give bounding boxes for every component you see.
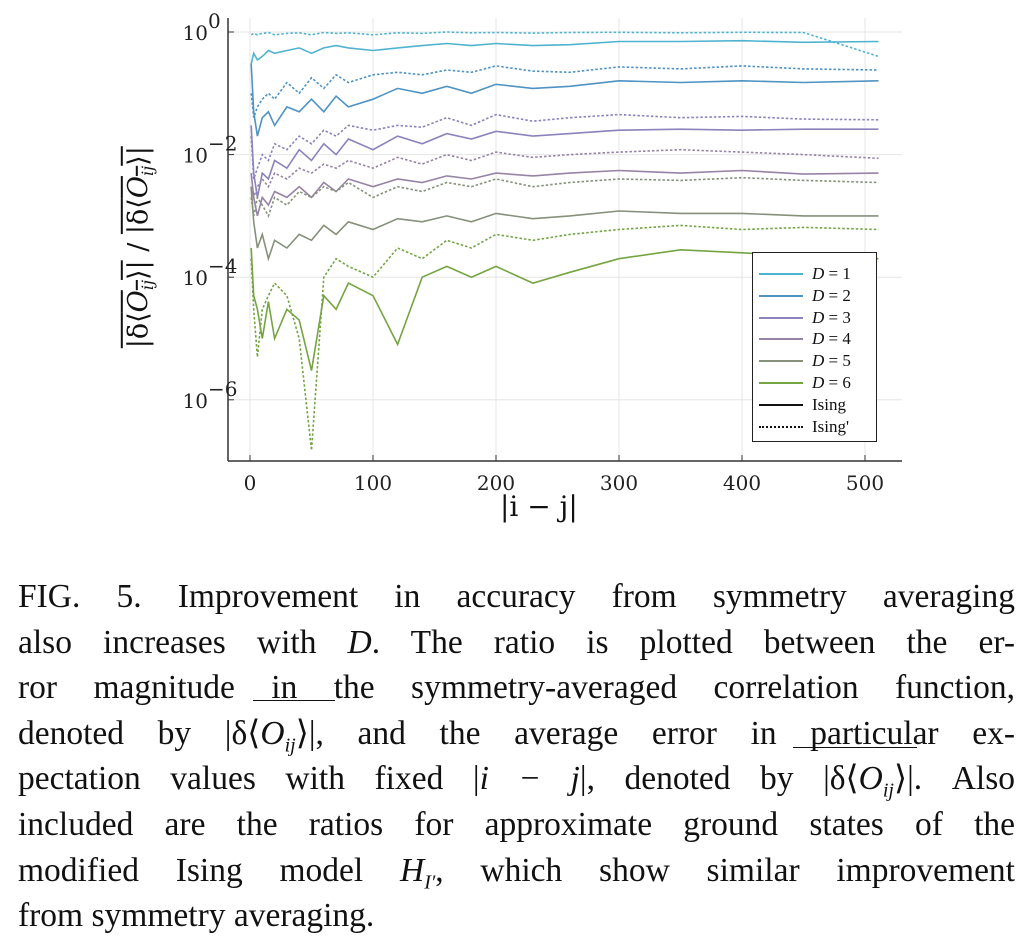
y-tick-label: 10 (183, 144, 208, 168)
caption-overline (793, 747, 917, 748)
y-tick-exponent: −6 (208, 377, 237, 401)
legend-label: D = 3 (812, 307, 851, 327)
legend-entry: D = 3 (759, 308, 851, 328)
series-line-D1-ising (250, 39, 879, 65)
legend-swatch (759, 425, 803, 428)
series-line-D4-ising (250, 169, 879, 217)
caption-line: ror magnitude in the symmetry-averaged c… (18, 669, 1015, 707)
legend-label: D = 2 (812, 285, 851, 305)
series-line-D5-ising (250, 186, 879, 262)
caption-line: included are the ratios for approximate … (18, 805, 1015, 843)
series-line-D6-ising (250, 247, 879, 371)
legend-entry: D = 1 (759, 264, 851, 284)
legend-entry: Ising' (759, 417, 849, 437)
x-tick-label: 400 (723, 471, 761, 495)
y-tick-label: 10 (183, 389, 208, 413)
x-tick-label: 0 (244, 471, 257, 495)
legend-label: D = 4 (812, 329, 851, 349)
y-tick-exponent: −4 (208, 254, 237, 278)
series-line-D4-ising-prime (250, 148, 879, 201)
caption-line: denoted by |δ⟨Oij⟩|, and the average err… (18, 714, 1015, 757)
series-line-D3-ising-prime (250, 113, 879, 180)
legend-label: Ising (812, 394, 846, 414)
caption-line: modified Ising model HI′, which show sim… (18, 851, 1015, 894)
x-tick-label: 100 (354, 471, 392, 495)
legend-label: D = 5 (812, 351, 851, 371)
legend-entry: D = 5 (759, 351, 851, 371)
legend-entry: D = 6 (759, 373, 851, 393)
y-axis-label: |δ⟨Oij⟩| / |δ⟨Oij⟩| (122, 146, 158, 349)
legend-entry: D = 4 (759, 329, 851, 349)
legend-swatch (759, 360, 803, 363)
legend-entry: D = 2 (759, 286, 851, 306)
series-line-D1-ising-prime (250, 31, 879, 58)
series-line-D3-ising (250, 125, 879, 198)
legend-swatch (759, 338, 803, 341)
legend-entry: Ising (759, 395, 846, 415)
series-line-D5-ising-prime (250, 176, 879, 218)
y-tick-label: 10 (183, 21, 208, 45)
x-tick-label: 300 (600, 471, 638, 495)
caption-overline (253, 700, 335, 701)
caption-line: FIG. 5. Improvement in accuracy from sym… (18, 578, 1015, 615)
x-axis-label: |i − j| (500, 490, 578, 523)
legend-label: Ising' (812, 416, 850, 436)
legend-label: D = 6 (812, 373, 851, 392)
caption-line: also increases with D. The ratio is plot… (18, 623, 1015, 661)
x-tick-label: 200 (477, 471, 515, 495)
figure-caption: FIG. 5. Improvement in accuracy from sym… (18, 574, 1015, 939)
series-line-D6-ising-prime (250, 224, 879, 451)
legend-swatch (759, 294, 803, 297)
y-tick-label: 10 (183, 266, 208, 290)
caption-line: from symmetry averaging. (18, 897, 375, 935)
series-group (250, 31, 879, 451)
legend-swatch (759, 382, 803, 384)
legend-swatch (759, 316, 803, 319)
x-tick-label: 500 (846, 471, 884, 495)
series-line-D2-ising-prime (250, 65, 879, 118)
legend-label: D = 1 (812, 264, 851, 283)
legend-swatch (759, 273, 803, 275)
caption-line: pectation values with fixed |i − j|, den… (18, 760, 1015, 803)
y-tick-exponent: 0 (208, 9, 221, 33)
y-tick-exponent: −2 (208, 132, 237, 156)
series-line-D2-ising (250, 64, 879, 137)
legend-swatch (759, 403, 803, 406)
